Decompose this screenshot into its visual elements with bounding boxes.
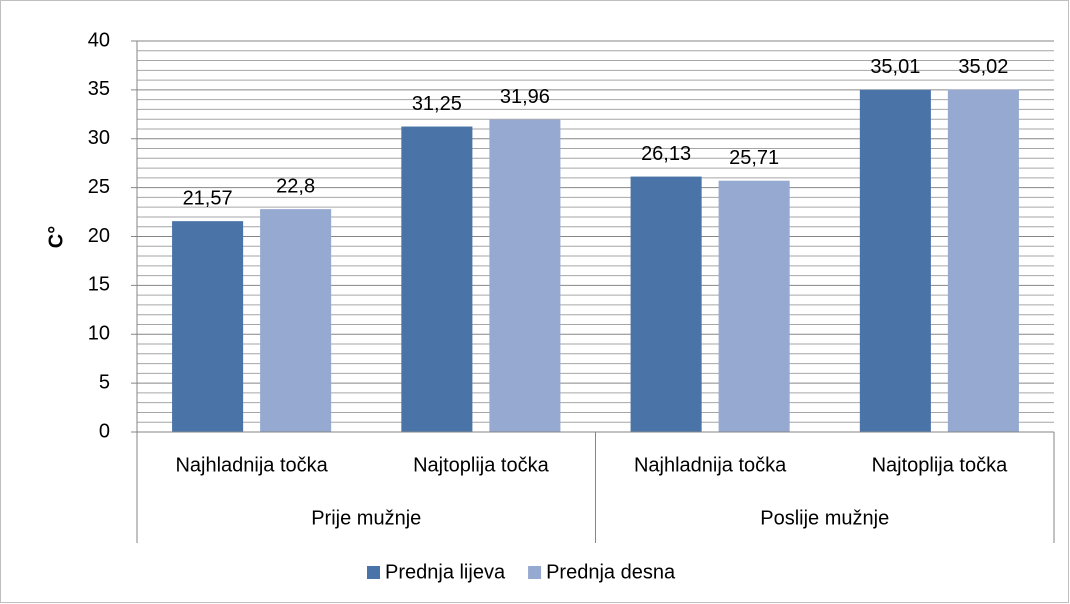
x-tick-label: Najhladnija točka [634,454,787,476]
bar [630,176,702,432]
y-tick-label: 10 [88,323,110,345]
data-label: 31,25 [412,93,462,115]
y-tick-label: 40 [88,29,110,51]
group-label: Prije mužnje [311,507,421,529]
y-axis-label: C° [45,226,67,248]
y-tick-label: 25 [88,176,110,198]
bar [718,180,790,432]
x-tick-label: Najtoplija točka [872,454,1009,476]
legend-label: Prednja lijeva [385,561,506,583]
group-label: Poslije mužnje [760,507,889,529]
bar [489,119,561,432]
x-tick-label: Najhladnija točka [175,454,328,476]
y-tick-label: 30 [88,127,110,149]
data-label: 26,13 [641,143,691,165]
legend-swatch [367,566,380,579]
bar [859,89,931,432]
data-label: 35,01 [870,56,920,78]
data-label: 35,02 [958,56,1008,78]
y-tick-label: 35 [88,78,110,100]
y-tick-label: 15 [88,274,110,296]
bar [401,126,473,432]
legend-swatch [528,566,542,579]
data-label: 31,96 [500,86,550,108]
bar [172,221,244,432]
data-label: 21,57 [183,187,233,209]
y-tick-label: 0 [99,420,110,442]
data-label: 22,8 [276,175,315,197]
x-tick-label: Najtoplija točka [413,454,550,476]
bar [947,89,1019,432]
y-tick-label: 20 [88,225,110,247]
data-label: 25,71 [729,147,779,169]
bar [260,209,332,432]
y-tick-label: 5 [99,371,110,393]
legend-label: Prednja desna [546,561,676,583]
